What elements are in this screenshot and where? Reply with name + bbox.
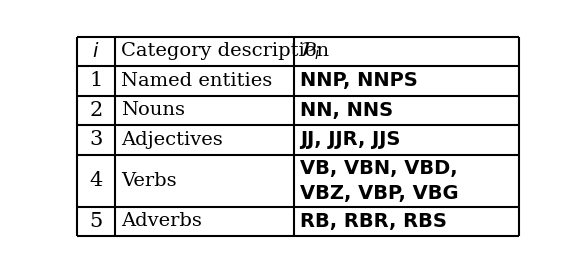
Text: Nouns: Nouns [120, 102, 184, 119]
Text: $i$: $i$ [93, 42, 100, 61]
Text: Category description: Category description [120, 42, 329, 60]
Text: Verbs: Verbs [120, 172, 176, 190]
Text: $\mathcal{P}_i$: $\mathcal{P}_i$ [300, 40, 320, 62]
Text: JJ, JJR, JJS: JJ, JJR, JJS [300, 130, 400, 149]
Text: NNP, NNPS: NNP, NNPS [300, 71, 417, 90]
Text: Adjectives: Adjectives [120, 131, 222, 149]
Text: RB, RBR, RBS: RB, RBR, RBS [300, 212, 446, 231]
Text: Named entities: Named entities [120, 72, 272, 90]
Text: VB, VBN, VBD,
VBZ, VBP, VBG: VB, VBN, VBD, VBZ, VBP, VBG [300, 159, 459, 203]
Text: 4: 4 [90, 171, 102, 190]
Text: 3: 3 [90, 130, 103, 149]
Text: NN, NNS: NN, NNS [300, 101, 393, 120]
Text: 2: 2 [90, 101, 102, 120]
Text: Adverbs: Adverbs [120, 212, 201, 230]
Text: 5: 5 [90, 212, 102, 231]
Text: 1: 1 [90, 71, 103, 90]
